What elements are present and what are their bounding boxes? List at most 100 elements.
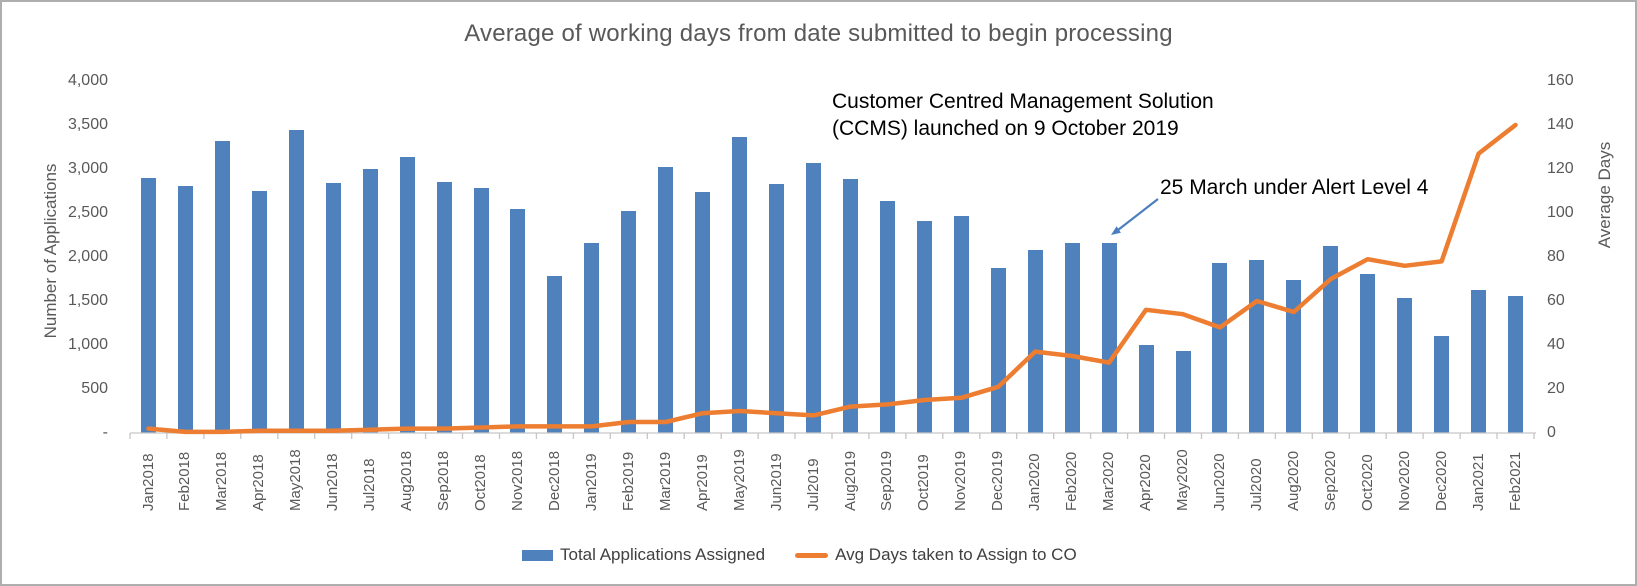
y-axis-right-label: 120 [1547,160,1574,177]
bar-Aug2019 [843,178,858,433]
x-label-May2018: May2018 [287,449,305,511]
bar-Dec2020 [1434,336,1450,433]
y-axis-right-label: 0 [1547,424,1556,441]
x-label-Jul2020: Jul2020 [1247,458,1265,511]
x-label-Jan2018: Jan2018 [139,453,157,511]
bar-Jun2019 [769,184,785,433]
bar-Aug2020 [1286,279,1302,433]
bar-Nov2019 [953,215,969,433]
x-label-Aug2019: Aug2019 [841,450,859,511]
avg-days-line [146,122,1518,435]
y-axis-right-label: 60 [1547,292,1565,309]
bar-Jul2020 [1249,259,1265,433]
x-label-Aug2020: Aug2020 [1284,450,1302,511]
avg-days-line-series [146,122,1518,435]
legend-item-total-applications[interactable]: Total Applications Assigned [522,545,765,565]
legend-label: Total Applications Assigned [560,545,766,564]
bar-Apr2018 [251,191,267,433]
x-label-Sep2019: Sep2019 [878,450,896,511]
y-axis-left-label: 2,000 [67,248,108,265]
x-label-Nov2019: Nov2019 [952,450,970,511]
bar-May2019 [732,137,748,433]
bar-Sep2019 [879,200,895,433]
bar-Feb2019 [621,211,637,433]
bar-May2018 [288,130,304,433]
x-label-Jun2018: Jun2018 [324,453,342,511]
x-label-May2019: May2019 [730,449,748,511]
bar-Jan2019 [584,242,600,433]
y-axis-left-label: 2,500 [67,204,108,221]
chart-title: Average of working days from date submit… [464,20,1173,47]
x-label-Apr2018: Apr2018 [250,454,268,511]
bar-Jul2019 [806,162,821,433]
bar-Oct2018 [473,187,489,433]
bar-Jan2018 [141,177,156,433]
x-label-Apr2019: Apr2019 [693,454,711,511]
bar-Oct2020 [1360,273,1376,433]
x-label-Jul2019: Jul2019 [804,458,822,511]
bar-Oct2019 [916,220,932,433]
bar-Jul2018 [362,169,378,433]
bar-Jun2020 [1212,263,1228,433]
y-axis-right-label: 100 [1547,204,1574,221]
line-series-swatch [795,552,829,558]
x-label-Jun2019: Jun2019 [767,453,785,511]
annotation-ccms-line2: (CCMS) launched on 9 October 2019 [832,117,1179,140]
bar-Sep2018 [436,182,452,433]
x-label-Mar2020: Mar2020 [1100,451,1118,511]
x-label-Oct2018: Oct2018 [472,454,489,511]
x-label-Oct2019: Oct2019 [915,454,933,511]
bar-Dec2018 [547,275,563,433]
x-label-Dec2020: Dec2020 [1432,450,1450,511]
bar-Aug2018 [399,156,415,433]
annotation-arrow [1111,198,1159,235]
bar-Nov2020 [1397,298,1413,433]
y-axis-left-label: 1,500 [67,292,108,309]
bar-Apr2019 [695,191,711,433]
bar-Jan2021 [1471,289,1487,433]
bar-Mar2018 [214,140,230,433]
bar-series-swatch [522,549,553,561]
annotation-ccms: Customer Centred Management Solution (CC… [832,88,1214,142]
bar-May2020 [1175,351,1191,433]
x-label-Feb2018: Feb2018 [176,451,194,511]
bar-Feb2021 [1508,295,1523,433]
y-axis-right-label: 160 [1547,72,1574,89]
bar-Apr2020 [1138,345,1154,433]
x-label-Jul2018: Jul2018 [361,458,379,511]
x-label-Dec2018: Dec2018 [545,450,563,511]
x-label-Feb2019: Feb2019 [619,451,637,511]
x-label-Aug2018: Aug2018 [398,450,416,511]
y-axis-left-label: 3,000 [67,160,108,177]
y-axis-left-label: - [102,424,108,441]
annotation-arrow-shaft [1117,198,1159,231]
annotation-alert-level: 25 March under Alert Level 4 [1160,176,1429,199]
y-axis-right-label: 140 [1547,116,1574,133]
x-label-Mar2018: Mar2018 [213,451,231,511]
x-label-Dec2019: Dec2019 [989,450,1007,511]
y-axis-left-label: 3,500 [67,116,108,133]
bar-Feb2018 [177,185,193,433]
x-label-Feb2021: Feb2021 [1506,451,1524,511]
x-label-Jan2021: Jan2021 [1469,453,1487,511]
y-axis-right-label: 80 [1547,248,1565,265]
bar-Mar2019 [658,167,674,433]
x-label-Sep2018: Sep2018 [435,450,452,511]
annotation-ccms-line1: Customer Centred Management Solution [832,90,1214,113]
bar-Feb2020 [1064,242,1080,433]
y-axis-left-label: 1,000 [67,336,108,353]
bar-Jan2020 [1027,250,1043,433]
legend-item-avg-days[interactable]: Avg Days taken to Assign to CO [795,545,1077,565]
x-label-Jan2019: Jan2019 [582,453,600,511]
right-axis-title: Average Days [1595,141,1614,249]
x-label-May2020: May2020 [1174,449,1191,511]
y-axis-left-label: 4,000 [67,72,108,89]
bar-Dec2019 [990,267,1006,433]
x-axis [129,432,1536,439]
x-label-Jun2020: Jun2020 [1210,453,1228,511]
bar-Nov2018 [510,208,526,433]
bar-Sep2020 [1323,245,1339,433]
x-label-Mar2019: Mar2019 [656,451,674,511]
bar-Jun2018 [325,183,341,433]
